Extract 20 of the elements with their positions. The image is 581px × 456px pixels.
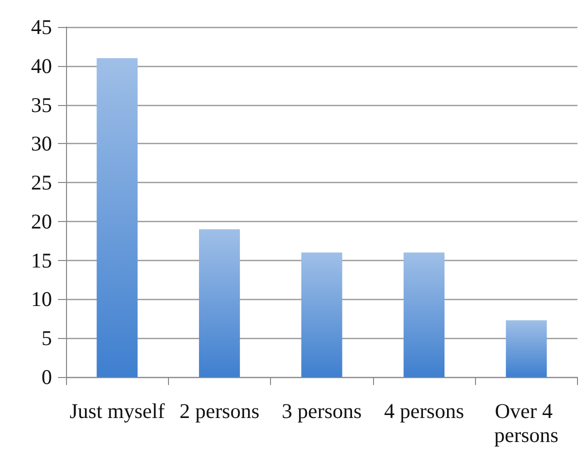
x-tick-label: 3 persons [282,399,362,423]
x-tick-label: Just myself [70,399,165,423]
bar [506,320,547,377]
y-tick-label: 35 [31,92,52,117]
bar [198,229,240,377]
y-tick-label: 0 [42,365,52,389]
x-tick-label: 4 persons [384,399,464,423]
y-tick-label: 25 [31,170,52,195]
bar [301,252,342,377]
y-tick-label: 5 [42,326,52,350]
bar [404,252,445,377]
y-tick-label: 20 [31,209,52,234]
bar [96,58,138,377]
y-tick-label: 30 [31,132,52,156]
y-tick-label: 10 [31,287,52,312]
y-tick-label: 15 [31,248,52,272]
x-tick-label: Over 4 persons [494,399,558,447]
y-tick-label: 40 [31,54,52,78]
x-tick-label: 2 persons [179,399,260,423]
y-tick-label: 45 [31,15,52,39]
